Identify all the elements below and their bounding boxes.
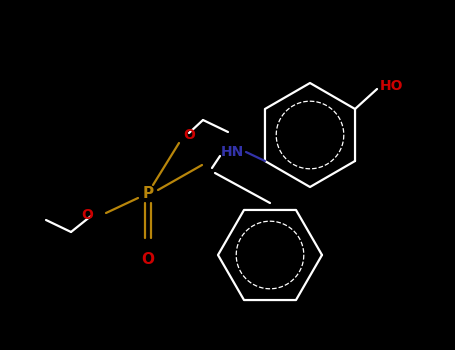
Text: HO: HO <box>380 79 404 93</box>
Text: P: P <box>142 186 154 201</box>
Text: O: O <box>142 252 155 267</box>
Text: O: O <box>81 208 93 222</box>
Text: HN: HN <box>220 145 243 159</box>
Text: O: O <box>183 128 195 142</box>
